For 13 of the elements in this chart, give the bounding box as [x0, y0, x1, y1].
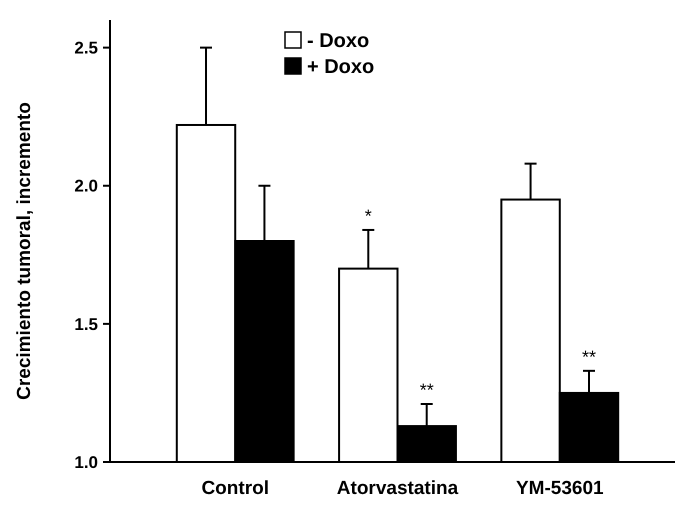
annotation: ** [420, 380, 434, 400]
x-tick-label: Atorvastatina [336, 478, 459, 499]
y-tick-label: 1.5 [74, 314, 98, 334]
x-tick-label: YM-53601 [516, 478, 604, 499]
y-tick-label: 1.0 [74, 452, 98, 472]
annotation: ** [582, 346, 596, 367]
legend-label: + Doxo [307, 56, 374, 78]
y-tick-label: 2.0 [74, 176, 98, 196]
y-axis-title: Crecimiento tumoral, incremento [14, 102, 35, 400]
x-tick-label: Control [201, 478, 269, 499]
y-tick-label: 2.5 [74, 38, 98, 58]
annotation: * [364, 206, 372, 226]
legend-label: - Doxo [307, 30, 370, 52]
